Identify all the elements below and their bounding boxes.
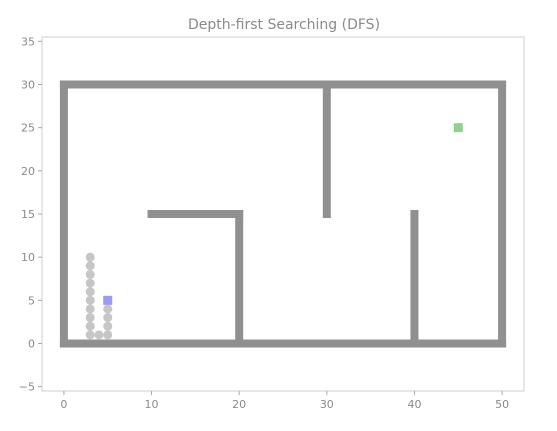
- y-tick-label-2: 5: [28, 294, 35, 307]
- visited-point-6: [85, 278, 95, 288]
- start-point-0: [103, 295, 113, 305]
- x-tick-label-2: 20: [232, 398, 246, 411]
- y-tick-label-3: 10: [21, 251, 35, 264]
- x-tick-label-3: 30: [320, 398, 334, 411]
- visited-point-1: [85, 321, 95, 331]
- visited-point-5: [85, 287, 95, 297]
- plot-area: [41, 36, 525, 392]
- obstacles-layer: [59, 80, 507, 348]
- visited-point-14: [103, 304, 113, 314]
- obstacle-wall-3: [498, 80, 507, 348]
- visited-point-12: [103, 321, 113, 331]
- obstacle-wall-7: [410, 210, 419, 348]
- x-tick-label-1: 10: [145, 398, 159, 411]
- visited-layer: [85, 252, 113, 340]
- visited-point-7: [85, 269, 95, 279]
- visited-point-3: [85, 304, 95, 314]
- visited-point-9: [85, 252, 95, 262]
- visited-point-4: [85, 295, 95, 305]
- obstacle-wall-4: [147, 210, 244, 218]
- obstacle-wall-5: [235, 210, 244, 348]
- y-tick-label-5: 20: [21, 165, 35, 178]
- visited-point-8: [85, 261, 95, 271]
- obstacle-wall-0: [59, 339, 507, 348]
- x-tick-label-0: 0: [60, 398, 67, 411]
- x-tick-label-4: 40: [407, 398, 421, 411]
- start-goal-layer: [103, 123, 463, 305]
- visited-point-0: [85, 330, 95, 340]
- x-axis: 0 10 20 30 40 50: [60, 391, 509, 411]
- y-tick-label-7: 30: [21, 78, 35, 91]
- y-tick-label-0: −5: [19, 381, 35, 394]
- y-tick-label-8: 35: [21, 35, 35, 48]
- obstacle-wall-1: [59, 80, 507, 89]
- y-tick-label-4: 15: [21, 208, 35, 221]
- visited-point-11: [103, 330, 113, 340]
- x-tick-label-5: 50: [495, 398, 509, 411]
- chart-title: Depth-first Searching (DFS): [188, 17, 380, 33]
- y-axis: −5 0 5 10 15 20 25 30 35: [19, 35, 42, 394]
- obstacle-wall-6: [322, 80, 331, 218]
- visited-point-2: [85, 313, 95, 323]
- visited-point-10: [94, 330, 104, 340]
- y-tick-label-1: 0: [28, 338, 35, 351]
- y-tick-label-6: 25: [21, 122, 35, 135]
- goal-point-0: [453, 123, 463, 133]
- obstacle-wall-2: [59, 80, 68, 348]
- visited-point-13: [103, 313, 113, 323]
